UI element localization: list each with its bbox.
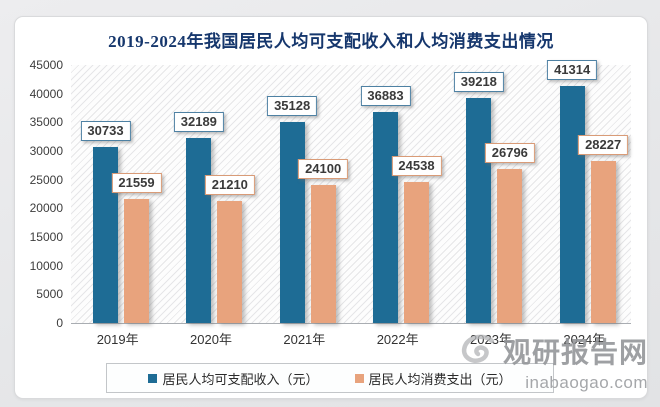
expense-bar-label-2023年: 26796: [484, 143, 535, 164]
expense-bar-2019年: [124, 199, 149, 323]
x-tick-label: 2020年: [190, 332, 232, 347]
income-bar-label-2021年: 35128: [267, 95, 318, 116]
y-tick-label: 15000: [29, 230, 63, 244]
legend-marker-icon: [148, 373, 158, 383]
chart-title: 2019-2024年我国居民人均可支配收入和人均消费支出情况: [108, 32, 554, 51]
y-tick-label: 35000: [29, 115, 63, 130]
y-tick-label: 40000: [29, 86, 63, 101]
income-bar-2022年: [373, 111, 398, 323]
y-tick-label: 5000: [36, 287, 63, 302]
expense-bar-2021年: [310, 184, 336, 323]
expense-bar-label-2021年: 24100: [298, 158, 349, 179]
y-tick-label: 20000: [29, 201, 63, 216]
x-tick-label: 2021年: [283, 332, 326, 347]
income-bar-2023年: [466, 98, 492, 323]
expense-bar-label-2019年: 21559: [111, 173, 162, 194]
y-tick-label: 25000: [29, 172, 63, 187]
income-bar-label-2022年: 36883: [360, 85, 411, 106]
legend-label: 居民人均可支配收入（元）: [162, 371, 319, 387]
legend-marker-icon: [354, 373, 364, 383]
x-tick-label: 2024年: [563, 332, 606, 347]
expense-bar-label-2022年: 24538: [391, 156, 442, 177]
y-axis: 0 5000 10000 15000 20000 25000 30000 35000 40000…: [15, 58, 63, 330]
y-tick-label: 30000: [29, 144, 63, 158]
income-bar-label-2020年: 32189: [173, 112, 224, 133]
income-bar-label-2023年: 39218: [453, 72, 504, 93]
expense-bar-2024年: [590, 161, 616, 323]
legend-label: 居民人均消费支出（元）: [368, 371, 512, 387]
legend: 居民人均可支配收入（元） 居民人均消费支出（元）: [106, 363, 554, 393]
expense-bar-label-2020年: 21210: [204, 175, 255, 196]
income-bar-label-2024年: 41314: [547, 60, 598, 81]
y-tick-label: 45000: [29, 58, 63, 72]
income-bar-2021年: [279, 121, 305, 323]
expense-bar-2022年: [404, 182, 429, 323]
income-bar-2020年: [186, 138, 212, 323]
expense-bar-2023年: [497, 169, 523, 323]
income-bar-label-2019年: 30733: [80, 120, 131, 141]
x-tick-label: 2019年: [96, 332, 139, 347]
y-tick-label: 10000: [29, 258, 63, 273]
income-bar-2024年: [559, 86, 585, 323]
x-tick-label: 2022年: [376, 332, 419, 347]
legend-item: 居民人均消费支出（元）: [354, 369, 512, 388]
expense-bar-2020年: [217, 201, 243, 323]
legend-item: 居民人均可支配收入（元）: [148, 369, 319, 388]
expense-bar-label-2024年: 28227: [578, 135, 629, 156]
plot-area: 30733 21559 32189 21210 35128 24100 36883 24538…: [71, 60, 631, 324]
x-tick-label: 2023年: [470, 332, 512, 347]
chart-card: 2019-2024年我国居民人均可支配收入和人均消费支出情况 0 5000 1000…: [14, 16, 648, 399]
y-tick-label: 0: [56, 316, 63, 330]
